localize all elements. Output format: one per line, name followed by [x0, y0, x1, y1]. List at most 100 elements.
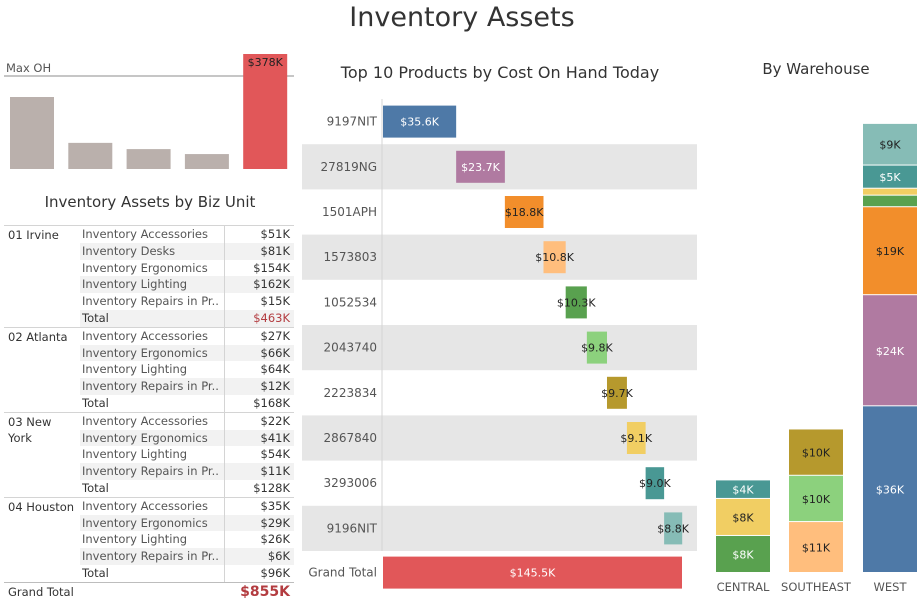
column-divider [224, 479, 225, 497]
table-row: Inventory Desks $81K [80, 242, 294, 260]
waterfall-bar [565, 286, 587, 319]
row-label: Inventory Accessories [82, 498, 208, 513]
biz-unit-name: 01 Irvine [8, 228, 59, 242]
total-label: Total [82, 480, 109, 495]
segment-data-label: $10K [802, 493, 831, 506]
row-label: Inventory Lighting [82, 532, 188, 547]
max-oh-bar [10, 97, 54, 169]
row-value: $162K [253, 277, 290, 292]
segment-data-label: $9K [879, 139, 901, 152]
max-oh-highlight-label: $378K [248, 56, 284, 69]
row-label: Inventory Accessories [82, 413, 208, 428]
column-divider [224, 463, 225, 480]
category-label: 2867840 [324, 431, 377, 445]
stack-segment [863, 188, 917, 195]
column-divider [224, 548, 225, 565]
bar-data-label: $9.0K [639, 477, 671, 490]
column-divider [224, 497, 225, 515]
row-value: $41K [260, 430, 291, 445]
row-label: Inventory Lighting [82, 447, 188, 462]
grand-total-label: Grand Total [8, 584, 74, 599]
row-label: Inventory Accessories [82, 227, 208, 241]
table-row: Inventory Repairs in Pr.. $15K [80, 293, 294, 310]
bar-data-label: $18.8K [505, 206, 544, 219]
column-divider [224, 344, 225, 362]
max-oh-bar [68, 142, 113, 169]
waterfall-bar [543, 241, 566, 274]
bar-data-label: $9.8K [581, 342, 613, 355]
table-row: Inventory Ergonomics $154K [80, 259, 294, 277]
max-oh-bar [126, 149, 171, 169]
category-label: 2043740 [324, 341, 377, 355]
max-oh-reference-label: Max OH [6, 61, 51, 75]
total-row: Total $128K [80, 479, 294, 497]
stack-segment [789, 475, 843, 522]
stack-segment [716, 480, 770, 498]
waterfall-bar [383, 105, 457, 138]
column-divider [224, 514, 225, 532]
segment-data-label: $8K [732, 511, 754, 524]
biz-unit-group: 04 Houston Inventory Accessories $35K Inven… [4, 496, 294, 582]
biz-unit-name: 03 New York [8, 414, 52, 445]
segment-data-label: $11K [802, 542, 831, 555]
column-divider [224, 531, 225, 549]
row-label: Inventory Ergonomics [82, 430, 208, 445]
stack-segment [863, 123, 917, 165]
warehouse-category-label: WEST [874, 580, 908, 594]
table-row: Inventory Repairs in Pr.. $11K [80, 463, 294, 480]
row-value: $154K [253, 260, 290, 275]
stack-segment [863, 406, 917, 572]
stack-segment [863, 165, 917, 188]
row-value: $27K [260, 328, 291, 343]
category-label: 27819NG [321, 160, 377, 174]
page-title: Inventory Assets [349, 2, 575, 33]
waterfall-bar [586, 331, 607, 364]
stack-segment [716, 535, 770, 572]
bar-data-label: $10.8K [535, 251, 574, 264]
column-divider [224, 226, 225, 243]
column-divider [224, 446, 225, 464]
category-label: 1573803 [324, 250, 377, 264]
table-row: Inventory Accessories $51K [80, 226, 294, 243]
biz-unit-group: 03 New York Inventory Accessories $22K Inve… [4, 411, 294, 497]
table-row: Inventory Lighting $54K [80, 446, 294, 464]
column-divider [224, 429, 225, 447]
segment-data-label: $10K [802, 447, 831, 460]
max-oh-highlight-bar [243, 54, 288, 169]
bar-data-label: $35.6K [400, 116, 439, 129]
biz-unit-name: 02 Atlanta [8, 329, 68, 344]
waterfall-bar [645, 467, 665, 500]
max-oh-bar [184, 154, 229, 169]
waterfall-bar [504, 196, 544, 228]
row-value: $81K [260, 243, 291, 258]
grand-total-bar [383, 556, 682, 589]
row-label: Inventory Repairs in Pr.. [82, 464, 219, 479]
row-value: $54K [260, 447, 291, 462]
bar-data-label: $9.7K [601, 387, 633, 400]
bar-data-label: $10.3K [557, 296, 596, 309]
total-row: Total $168K [80, 394, 294, 412]
segment-data-label: $19K [876, 245, 905, 258]
row-value: $35K [260, 498, 291, 513]
segment-data-label: $8K [732, 548, 754, 561]
total-row: Total $96K [80, 564, 294, 582]
grand-total-row: Grand Total $855K [4, 581, 294, 601]
row-band [302, 325, 697, 371]
stack-segment [789, 522, 843, 572]
column-divider [224, 242, 225, 260]
biz-unit-table-title: Inventory Assets by Biz Unit [44, 193, 256, 211]
table-row: Inventory Lighting $64K [80, 361, 294, 379]
row-value: $6K [267, 549, 290, 564]
by-warehouse-chart: By Warehouse $8K $8K $4K CENTRAL $11K $10K $10K… [716, 60, 917, 594]
total-label: Total [82, 565, 109, 580]
total-label: Total [82, 310, 109, 325]
grand-total-value: $855K [240, 583, 290, 600]
biz-unit-name: 04 Houston [8, 499, 75, 514]
waterfall-bar [456, 150, 505, 183]
row-label: Inventory Accessories [82, 328, 208, 343]
segment-data-label: $36K [876, 484, 905, 497]
table-row: Inventory Accessories $22K [80, 412, 294, 430]
table-row: Inventory Lighting $26K [80, 531, 294, 549]
bar-data-label: $9.1K [620, 432, 652, 445]
table-row: Inventory Repairs in Pr.. $6K [80, 548, 294, 565]
